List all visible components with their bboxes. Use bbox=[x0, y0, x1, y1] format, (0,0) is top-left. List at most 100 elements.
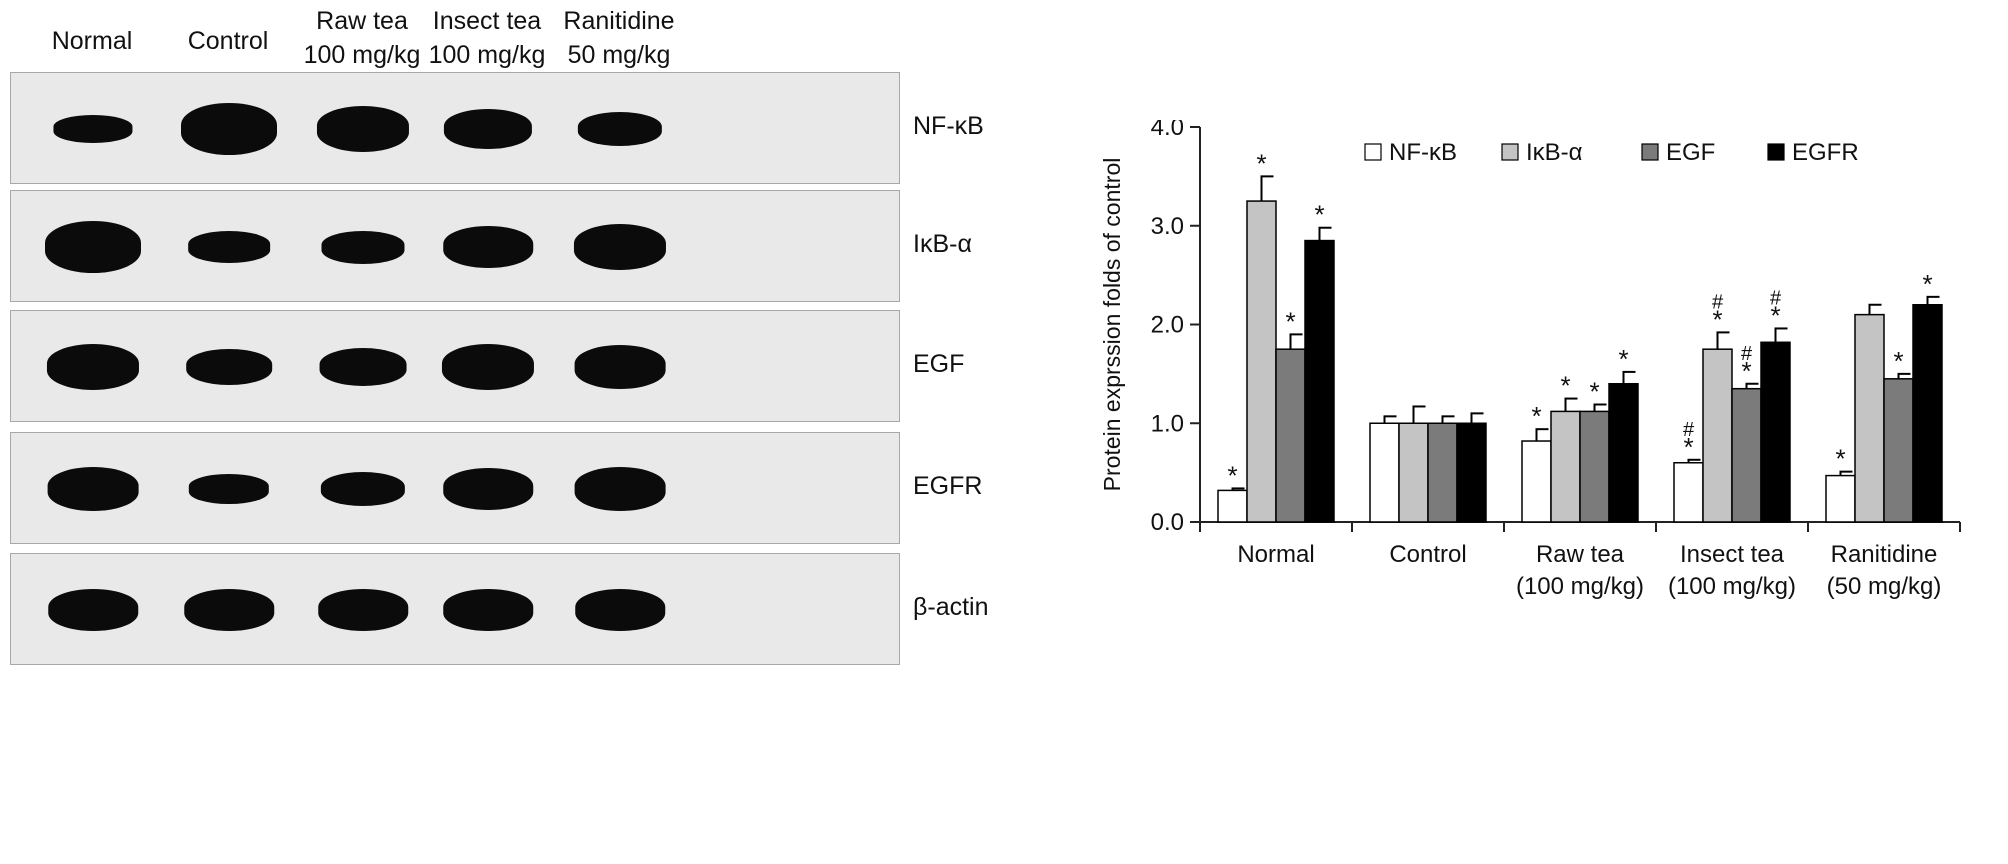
legend-label: NF-κB bbox=[1389, 139, 1457, 166]
protein-band bbox=[443, 588, 533, 632]
blot-lane-header-line1: Control bbox=[187, 27, 269, 55]
bar bbox=[1217, 489, 1248, 523]
blot-panel bbox=[10, 553, 900, 665]
x-tick-label-line2: (50 mg/kg) bbox=[1827, 573, 1942, 600]
blot-row-label: β-actin bbox=[913, 593, 989, 621]
protein-band bbox=[574, 344, 666, 390]
significance-hash: # bbox=[1683, 419, 1695, 441]
significance-asterisk: * bbox=[1618, 344, 1628, 374]
protein-band bbox=[441, 343, 535, 391]
significance-asterisk: * bbox=[1227, 460, 1237, 490]
bar bbox=[1579, 410, 1610, 523]
bar bbox=[1304, 239, 1335, 523]
blot-lane-header: Raw tea 100 mg/kg bbox=[304, 4, 421, 72]
significance-asterisk: * bbox=[1256, 148, 1266, 178]
y-tick-label: 1.0 bbox=[1151, 410, 1184, 437]
y-tick-label: 3.0 bbox=[1151, 213, 1184, 240]
protein-band bbox=[48, 588, 138, 632]
blot-panel bbox=[10, 72, 900, 184]
legend-swatch bbox=[1767, 143, 1785, 161]
bar bbox=[1912, 304, 1943, 523]
significance-asterisk: * bbox=[1893, 346, 1903, 376]
protein-band bbox=[573, 223, 667, 271]
x-tick-label: Control bbox=[1389, 541, 1466, 568]
blot-lane-header: Control bbox=[188, 24, 269, 58]
protein-band bbox=[577, 111, 663, 147]
protein-band bbox=[46, 343, 140, 391]
protein-band bbox=[47, 466, 139, 512]
bar bbox=[1854, 313, 1885, 523]
y-tick-label: 0.0 bbox=[1151, 509, 1184, 536]
blot-lane-header-line1: Insect tea bbox=[432, 7, 542, 35]
bar bbox=[1825, 474, 1856, 523]
significance-hash: # bbox=[1770, 287, 1782, 309]
legend-label: EGFR bbox=[1792, 139, 1859, 166]
protein-band bbox=[181, 103, 277, 155]
protein-band bbox=[45, 221, 141, 273]
blot-panel bbox=[10, 432, 900, 544]
significance-asterisk: * bbox=[1560, 371, 1570, 401]
protein-band bbox=[53, 115, 133, 143]
significance-hash: # bbox=[1712, 291, 1724, 313]
blot-panel bbox=[10, 310, 900, 422]
blot-lane-header-line1: Normal bbox=[51, 27, 133, 55]
significance-asterisk: * bbox=[1835, 444, 1845, 474]
significance-asterisk: * bbox=[1683, 432, 1693, 462]
protein-band bbox=[321, 230, 405, 264]
blot-lane-header-line1: Raw tea bbox=[316, 7, 408, 35]
x-tick-label: Raw tea bbox=[1536, 541, 1625, 568]
protein-band bbox=[316, 105, 410, 153]
significance-hash: # bbox=[1741, 343, 1753, 365]
significance-asterisk: * bbox=[1531, 401, 1541, 431]
bar bbox=[1702, 348, 1733, 523]
blot-lane-header: Normal bbox=[52, 24, 133, 58]
bar bbox=[1456, 422, 1487, 523]
blot-row-label: EGF bbox=[913, 350, 965, 378]
protein-band bbox=[443, 225, 533, 269]
bar bbox=[1275, 348, 1306, 523]
blot-panel bbox=[10, 190, 900, 302]
blot-row-label: IκB-α bbox=[913, 230, 972, 258]
protein-expression-bar-chart: 0.0 1.0 2.0 3.0 4.0 Protein exprssion folds o… bbox=[1099, 120, 1961, 600]
blot-lane-header: Insect tea 100 mg/kg bbox=[429, 4, 546, 72]
bar bbox=[1369, 422, 1400, 523]
bar bbox=[1731, 387, 1762, 523]
protein-band bbox=[184, 588, 274, 632]
protein-band bbox=[575, 588, 665, 632]
protein-band bbox=[319, 347, 407, 387]
x-tick-label: Insect tea bbox=[1680, 541, 1785, 568]
legend-swatch bbox=[1501, 143, 1519, 161]
legend-swatch bbox=[1641, 143, 1659, 161]
x-tick-label-line2: (100 mg/kg) bbox=[1668, 573, 1796, 600]
bar bbox=[1608, 383, 1639, 523]
bar bbox=[1398, 422, 1429, 523]
significance-asterisk: * bbox=[1314, 200, 1324, 230]
protein-band bbox=[188, 231, 270, 263]
bar bbox=[1521, 440, 1552, 523]
y-tick-label: 4.0 bbox=[1151, 120, 1184, 141]
blot-row-label: NF-κB bbox=[913, 112, 984, 140]
blot-lane-header: Ranitidine 50 mg/kg bbox=[563, 4, 674, 72]
legend-label: EGF bbox=[1666, 139, 1715, 166]
protein-band bbox=[186, 348, 272, 386]
y-axis-title: Protein exprssion folds of control bbox=[1099, 158, 1125, 492]
blot-lane-header-line2: 50 mg/kg bbox=[567, 41, 671, 69]
bar bbox=[1760, 341, 1791, 523]
blot-row-label: EGFR bbox=[913, 472, 983, 500]
protein-band bbox=[318, 588, 408, 632]
significance-asterisk: * bbox=[1589, 376, 1599, 406]
bar bbox=[1673, 462, 1704, 523]
bar bbox=[1427, 422, 1458, 523]
protein-band bbox=[443, 467, 533, 511]
significance-asterisk: * bbox=[1770, 300, 1780, 330]
protein-band bbox=[574, 466, 666, 512]
legend-swatch bbox=[1364, 143, 1382, 161]
significance-asterisk: * bbox=[1285, 306, 1295, 336]
significance-asterisk: * bbox=[1712, 304, 1722, 334]
bar bbox=[1246, 200, 1277, 523]
bar bbox=[1550, 410, 1581, 523]
protein-band bbox=[320, 471, 406, 507]
bar bbox=[1883, 378, 1914, 523]
y-tick-label: 2.0 bbox=[1151, 312, 1184, 339]
blot-lane-header-line1: Ranitidine bbox=[563, 7, 675, 35]
